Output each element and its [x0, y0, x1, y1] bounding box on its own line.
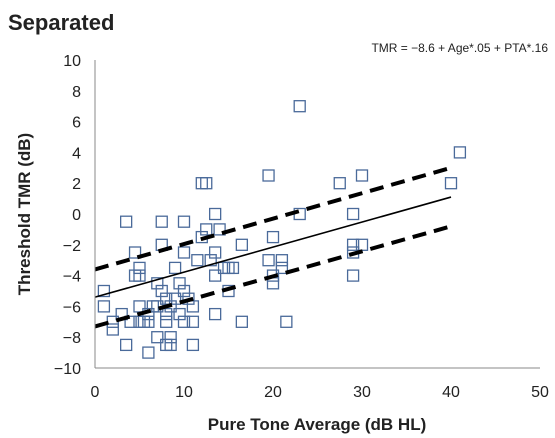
- data-point-58: [226, 261, 240, 275]
- data-point-59: [235, 238, 249, 251]
- data-point-63: [266, 230, 280, 244]
- y-tick-label: 8: [72, 84, 81, 101]
- data-point-39: [177, 315, 191, 328]
- data-point-35: [173, 307, 186, 321]
- data-point-11: [133, 269, 146, 282]
- chart-title: Separated: [8, 10, 114, 35]
- data-point-51: [208, 246, 222, 259]
- y-tick-label: 10: [63, 53, 81, 70]
- data-point-25: [160, 292, 173, 305]
- data-point-10: [133, 261, 146, 275]
- regression-equation: TMR = −8.6 + Age*.05 + PTA*.16: [371, 41, 548, 55]
- x-tick-label: 40: [442, 384, 460, 401]
- y-tick-label: 0: [72, 207, 81, 224]
- data-point-30: [164, 331, 177, 344]
- data-point-41: [186, 300, 200, 313]
- x-tick-labels: 0 10 20 30 40 50: [91, 384, 549, 401]
- data-point-72: [346, 269, 360, 282]
- y-tick-label: 2: [72, 176, 81, 193]
- data-point-69: [293, 100, 306, 113]
- data-point-71: [333, 177, 346, 190]
- data-point-22: [155, 215, 168, 228]
- data-point-78: [444, 177, 458, 190]
- data-point-7: [124, 315, 137, 328]
- data-point-50: [208, 207, 222, 221]
- data-point-43: [186, 338, 200, 352]
- data-point-1: [97, 300, 111, 313]
- data-point-0: [97, 284, 111, 298]
- data-point-79: [453, 146, 467, 159]
- data-point-9: [128, 269, 142, 282]
- x-axis-label: Pure Tone Average (dB HL): [208, 415, 427, 434]
- data-point-17: [142, 346, 155, 359]
- y-tick-labels: −10 −8 −6 −4 −2 0 2 4 6 8 10: [54, 53, 81, 378]
- data-point-27: [160, 315, 173, 328]
- x-tick-label: 50: [531, 384, 549, 401]
- data-point-36: [177, 215, 191, 228]
- data-point-31: [164, 338, 177, 352]
- data-point-54: [213, 223, 226, 236]
- data-point-47: [200, 223, 213, 236]
- data-point-21: [151, 331, 164, 344]
- x-tick-label: 10: [175, 384, 193, 401]
- data-point-3: [106, 323, 119, 336]
- data-point-68: [280, 315, 293, 328]
- y-tick-label: 4: [72, 145, 81, 162]
- data-point-26: [160, 307, 173, 321]
- data-point-56: [222, 261, 235, 275]
- data-point-73: [346, 238, 360, 251]
- regression-line: [94, 196, 452, 298]
- y-tick-label: −10: [54, 361, 81, 378]
- data-point-67: [275, 261, 289, 275]
- data-point-61: [262, 169, 275, 182]
- data-point-62: [262, 254, 275, 267]
- data-point-40: [182, 292, 195, 305]
- y-tick-label: 6: [72, 115, 81, 132]
- x-tick-label: 20: [264, 384, 282, 401]
- y-tick-label: −4: [63, 269, 81, 286]
- data-point-33: [168, 292, 182, 305]
- y-tick-label: −2: [63, 238, 81, 255]
- data-point-52: [208, 269, 222, 282]
- data-point-34: [173, 277, 186, 290]
- confidence-bound-line-1: [94, 165, 452, 272]
- confidence-bound-line-2: [94, 224, 452, 329]
- data-point-16: [142, 315, 155, 328]
- y-tick-label: −6: [63, 299, 81, 316]
- data-point-60: [235, 315, 249, 328]
- data-point-24: [155, 284, 168, 298]
- data-point-32: [168, 261, 182, 275]
- data-point-66: [275, 254, 289, 267]
- data-point-42: [186, 315, 200, 328]
- y-tick-label: −8: [63, 330, 81, 347]
- data-point-44: [191, 254, 204, 267]
- data-point-5: [120, 215, 133, 228]
- data-point-75: [346, 207, 360, 221]
- data-point-37: [177, 246, 191, 259]
- data-point-48: [200, 177, 213, 190]
- data-point-49: [204, 254, 217, 267]
- data-point-19: [151, 277, 164, 290]
- plot-area: [94, 100, 467, 359]
- x-tick-label: 0: [91, 384, 100, 401]
- data-point-6: [120, 338, 133, 352]
- data-point-53: [208, 307, 222, 321]
- x-tick-label: 30: [353, 384, 371, 401]
- data-point-46: [195, 177, 208, 190]
- data-point-8: [128, 246, 142, 259]
- y-axis-label: Threshold TMR (dB): [15, 133, 34, 295]
- data-point-14: [137, 315, 151, 328]
- data-point-64: [266, 269, 280, 282]
- data-point-38: [177, 284, 191, 298]
- data-point-77: [355, 169, 369, 182]
